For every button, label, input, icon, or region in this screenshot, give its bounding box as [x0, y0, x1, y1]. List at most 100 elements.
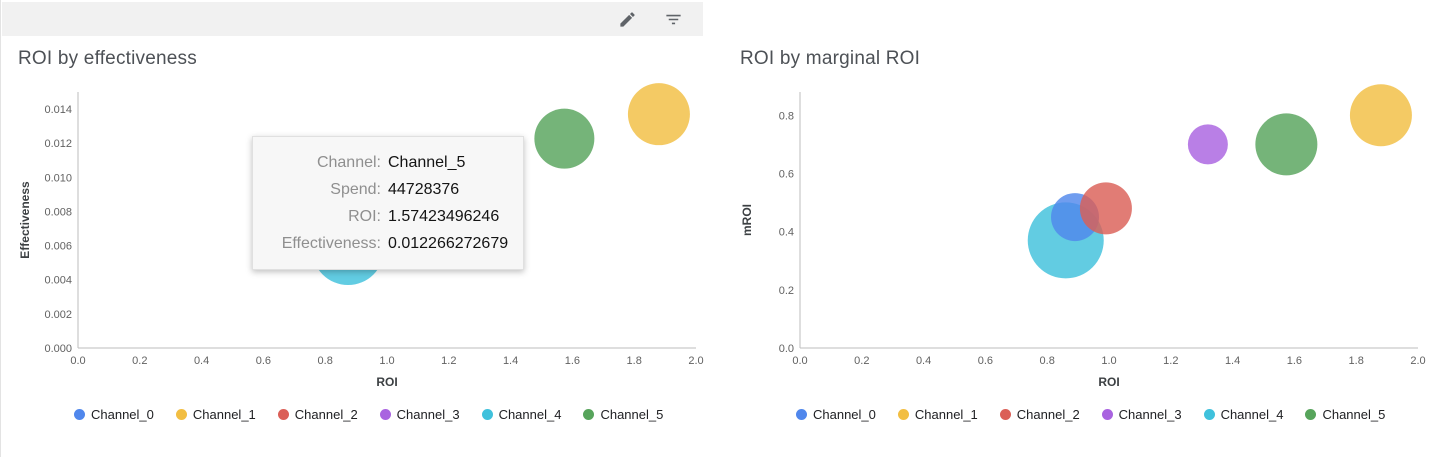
chart-card-roi-effectiveness: ROI by effectiveness 0.0 0.2 0.4 0.6 0.8 1.0 1…: [2, 38, 714, 426]
tooltip-label: Effectiveness:: [281, 235, 381, 252]
bubble-Channel_5[interactable]: [1255, 113, 1318, 176]
tooltip-label: Spend:: [330, 181, 381, 198]
legend-item-Channel_1[interactable]: Channel_1: [897, 407, 978, 422]
chart-title: ROI by effectiveness: [18, 48, 197, 69]
x-tick-label: 0.0: [70, 355, 85, 367]
bubble-Channel_1[interactable]: [1349, 84, 1412, 147]
legend-item-Channel_1[interactable]: Channel_1: [175, 406, 256, 422]
x-axis-title: ROI: [1098, 375, 1119, 389]
x-tick-label: 0.6: [978, 355, 993, 367]
y-tick-label: 0.000: [44, 343, 72, 355]
bubble-Channel_1[interactable]: [627, 83, 690, 146]
legend-label: Channel_4: [1220, 406, 1284, 422]
legend-dot: [1203, 408, 1215, 420]
x-tick-label: 1.2: [1163, 355, 1178, 367]
chart-title: ROI by marginal ROI: [740, 48, 921, 69]
x-tick-label: 1.8: [1349, 355, 1364, 367]
legend-dot: [583, 408, 595, 420]
legend-dot: [175, 408, 187, 420]
y-tick-label: 0.006: [44, 241, 72, 253]
legend-label: Channel_0: [813, 406, 876, 422]
y-tick-label: 0.4: [779, 227, 794, 239]
y-tick-label: 0.6: [779, 168, 794, 180]
legend-item-Channel_4[interactable]: Channel_4: [1203, 406, 1284, 422]
legend: Channel_0 Channel_1 Channel_2 Channel_3 Chan…: [796, 402, 1433, 426]
chart-card-roi-marginal-roi: ROI by marginal ROI 0.0 0.2 0.4 0.6 0.8 1.0 1.…: [714, 38, 1448, 426]
x-tick-label: 2.0: [688, 355, 703, 367]
legend-label: Channel_5: [600, 406, 664, 422]
legend-item-Channel_4[interactable]: Channel_4: [481, 406, 562, 422]
y-tick-label: 0.002: [44, 309, 72, 321]
x-tick-label: 1.0: [379, 355, 394, 367]
x-tick-label: 1.2: [441, 355, 456, 367]
y-tick-label: 0.2: [779, 285, 794, 297]
legend-item-Channel_5[interactable]: Channel_5: [583, 407, 663, 422]
tooltip-value: 44728376: [388, 181, 460, 198]
x-tick-label: 2.0: [1410, 355, 1425, 367]
y-tick-label: 0.014: [44, 104, 72, 116]
legend-label: Channel_5: [1322, 406, 1386, 422]
tooltip-row: Channel: Channel_5: [271, 149, 505, 176]
charts-row: ROI by effectiveness 0.0 0.2 0.4 0.6 0.8 1.0 1…: [2, 38, 1448, 426]
bubble-chart-roi-marginal-roi[interactable]: 0.0 0.2 0.4 0.6 0.8 1.0 1.2 1.4 1.6 1.8 2.0 0.0 0.2 0…: [740, 78, 1434, 394]
legend-label: Channel_0: [91, 406, 154, 422]
legend-dot: [999, 408, 1011, 420]
x-tick-label: 0.0: [792, 355, 807, 367]
tooltip-value: 0.012266272679: [388, 235, 509, 252]
tooltip-label: ROI:: [348, 208, 381, 225]
legend-label: Channel_2: [1016, 406, 1080, 422]
x-tick-label: 0.2: [854, 355, 869, 367]
legend-item-Channel_3[interactable]: Channel_3: [1101, 406, 1182, 422]
x-tick-label: 0.4: [916, 355, 931, 367]
legend-dot: [481, 408, 493, 420]
legend-label: Channel_4: [498, 406, 562, 422]
x-tick-label: 1.0: [1101, 355, 1116, 367]
legend-dot: [796, 408, 807, 420]
legend-item-Channel_5[interactable]: Channel_5: [1305, 407, 1385, 422]
x-tick-label: 1.4: [1225, 355, 1240, 367]
y-tick-label: 0.0: [779, 343, 794, 355]
tooltip-value: 1.57423496246: [388, 208, 500, 225]
legend-dot: [74, 408, 85, 420]
y-tick-label: 0.8: [779, 110, 794, 122]
legend-item-Channel_3[interactable]: Channel_3: [379, 406, 460, 422]
legend-label: Channel_1: [192, 406, 256, 422]
x-tick-label: 1.4: [503, 355, 518, 367]
legend: Channel_0 Channel_1 Channel_2 Channel_3 Chan…: [74, 402, 698, 426]
x-tick-label: 0.6: [256, 355, 271, 367]
tooltip-row: ROI: 1.57423496246: [271, 203, 505, 230]
tooltip-row: Spend: 44728376: [271, 176, 505, 203]
edit-icon: [619, 11, 635, 27]
bubble-Channel_2[interactable]: [1079, 182, 1132, 235]
y-axis-title: mROI: [740, 204, 754, 236]
legend-item-Channel_2[interactable]: Channel_2: [277, 406, 358, 422]
legend-dot: [379, 408, 391, 420]
tooltip-row: Effectiveness: 0.012266272679: [271, 230, 509, 257]
y-tick-label: 0.008: [44, 206, 72, 218]
legend-dot: [897, 408, 909, 420]
legend-item-Channel_2[interactable]: Channel_2: [999, 406, 1080, 422]
y-axis-title: Effectiveness: [18, 181, 32, 259]
legend-item-Channel_0[interactable]: Channel_0: [796, 407, 876, 422]
x-tick-label: 0.8: [318, 355, 333, 367]
card-toolbar: [2, 2, 703, 36]
legend-dot: [277, 408, 289, 420]
legend-item-Channel_0[interactable]: Channel_0: [74, 407, 154, 422]
bubble-Channel_3[interactable]: [1187, 124, 1228, 165]
tooltip-label: Channel:: [316, 154, 381, 171]
bubble-Channel_5[interactable]: [534, 108, 595, 169]
x-axis-title: ROI: [376, 375, 397, 389]
legend-label: Channel_2: [294, 406, 358, 422]
edit-button[interactable]: [611, 3, 643, 35]
tooltip-value: Channel_5: [388, 154, 466, 171]
x-tick-label: 0.2: [132, 355, 147, 367]
x-tick-label: 1.8: [627, 355, 642, 367]
y-tick-label: 0.012: [44, 138, 72, 150]
filter-button[interactable]: [657, 3, 689, 35]
legend-label: Channel_3: [396, 406, 460, 422]
legend-label: Channel_3: [1118, 406, 1182, 422]
legend-dot: [1305, 408, 1317, 420]
x-tick-label: 1.6: [565, 355, 580, 367]
filter-list-icon: [665, 14, 681, 24]
